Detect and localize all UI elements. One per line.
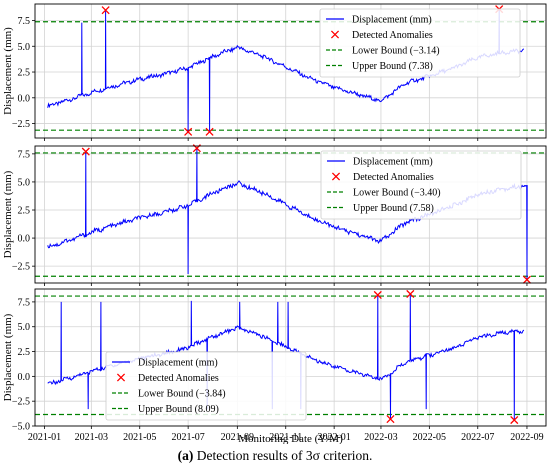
legend-label: Detected Anomalies: [352, 30, 433, 41]
x-tick-label: 2022-05: [413, 432, 446, 443]
x-tick-label: 2022-09: [510, 432, 543, 443]
anomaly-marker: [522, 275, 532, 284]
legend-label: Displacement (mm): [138, 358, 218, 369]
legend-label: Displacement (mm): [352, 15, 432, 26]
legend-label: Detected Anomalies: [353, 172, 434, 183]
x-tick-label: 2021-05: [123, 432, 156, 443]
legend: Displacement (mm) Detected Anomalies Lower…: [105, 351, 307, 421]
legend-swatch-marker: [331, 172, 341, 181]
y-tick-label: −2.5: [12, 262, 30, 273]
x-tick-label: 2021-01: [28, 432, 61, 443]
y-tick-label: 2.5: [18, 347, 31, 358]
y-tick-label: 5.0: [18, 42, 31, 53]
x-tick-label: 2022-03: [364, 432, 397, 443]
legend: Displacement (mm) Detected Anomalies Lower…: [320, 150, 522, 220]
legend-box: [320, 150, 522, 220]
anomaly-marker: [205, 127, 214, 136]
legend: Displacement (mm) Detected Anomalies Lower…: [319, 8, 521, 78]
figure-caption: (a) Detection results of 3σ criterion.: [0, 448, 550, 464]
y-tick-label: 5.0: [18, 177, 31, 188]
anomaly-marker: [373, 290, 382, 300]
y-tick-label: −2.5: [12, 119, 30, 130]
anomaly-marker: [386, 414, 395, 424]
legend-label: Upper Bound (8.09): [138, 404, 219, 415]
y-tick-label: 7.5: [18, 16, 31, 27]
anomaly-marker: [510, 415, 519, 425]
y-axis-label: Displacement (mm): [2, 313, 14, 401]
y-tick-label: 5.0: [18, 322, 31, 333]
y-tick-label: 0.0: [18, 372, 31, 383]
legend-label: Displacement (mm): [353, 157, 433, 168]
y-axis-label: Displacement (mm): [2, 170, 14, 258]
plot-frame: [34, 3, 547, 139]
legend-box: [105, 351, 307, 421]
x-axis-label: Monitoring Date (Y/M): [238, 433, 343, 444]
x-tick-label: 2022-01: [317, 432, 350, 443]
y-tick-label: 0.0: [18, 234, 31, 245]
y-tick-label: 2.5: [18, 206, 31, 217]
y-tick-label: −2.5: [12, 397, 30, 408]
caption-text: Detection results of 3σ criterion.: [196, 448, 373, 463]
anomaly-marker: [406, 289, 415, 299]
anomaly-marker: [184, 127, 193, 136]
plot-frame: [34, 145, 547, 284]
y-tick-label: −5.0: [12, 422, 30, 433]
x-tick-label: 2021-09: [221, 432, 254, 443]
legend-label: Lower Bound (−3.84): [138, 389, 226, 400]
anomaly-marker: [101, 6, 110, 15]
x-tick-label: 2021-03: [75, 432, 108, 443]
legend-label: Upper Bound (7.38): [352, 61, 433, 72]
x-tick-label: 2021-07: [171, 432, 204, 443]
y-axis-label: Displacement (mm): [2, 27, 14, 115]
legend-swatch-marker: [330, 30, 340, 39]
legend-label: Upper Bound (7.58): [353, 203, 434, 214]
y-tick-label: 7.5: [18, 297, 31, 308]
x-tick-label: 2021-11: [269, 432, 302, 443]
anomaly-marker: [81, 147, 90, 156]
caption-label: (a): [177, 448, 194, 463]
x-tick-label: 2022-07: [461, 432, 494, 443]
y-tick-label: 2.5: [18, 68, 31, 79]
legend-box: [319, 8, 521, 78]
y-tick-label: 7.5: [18, 149, 31, 160]
legend-swatch-marker: [116, 373, 126, 382]
legend-label: Lower Bound (−3.40): [353, 188, 441, 199]
legend-label: Detected Anomalies: [138, 373, 219, 384]
y-tick-label: 0.0: [18, 93, 31, 104]
plot-frame: [34, 288, 547, 427]
legend-label: Lower Bound (−3.14): [352, 46, 440, 57]
